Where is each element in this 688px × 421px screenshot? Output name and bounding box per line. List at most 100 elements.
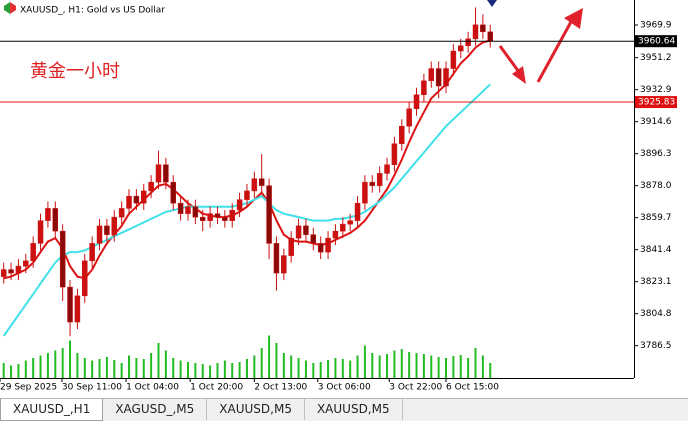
tab-bar: XAUUSD_,H1 XAGUSD_,M5 XAUUSD,M5 XAUUSD,M5 <box>0 398 688 421</box>
volume-bar <box>223 360 226 378</box>
candle-body <box>421 80 427 96</box>
candle-body <box>369 181 376 186</box>
y-tick-label: 3951.2 <box>640 53 672 63</box>
volume-bar <box>415 353 418 378</box>
volume-bar <box>253 355 256 378</box>
volume-bar <box>2 363 5 378</box>
candle-body <box>465 38 471 47</box>
candle-body <box>15 265 22 274</box>
x-tick-label: 6 Oct 15:00 <box>446 383 499 393</box>
tab[interactable]: XAUUSD,M5 <box>207 399 305 420</box>
candle-body <box>399 125 405 144</box>
volume-bar <box>179 360 182 378</box>
candle-body <box>192 206 199 218</box>
candle-body <box>362 181 368 204</box>
candle-body <box>155 164 162 183</box>
candle-body <box>222 216 228 221</box>
price-label: 3925.83 <box>638 98 675 108</box>
candle-body <box>295 225 302 239</box>
candle-body <box>133 195 140 204</box>
volume-bar <box>341 359 344 378</box>
volume-bar <box>10 365 13 378</box>
candle-body <box>82 260 88 297</box>
volume-bar <box>164 350 167 378</box>
y-tick-label: 3914.6 <box>640 117 672 127</box>
candle-body <box>96 225 103 244</box>
volume-bar <box>24 360 27 378</box>
candle-body <box>177 202 184 214</box>
y-tick-label: 3859.7 <box>640 213 672 223</box>
y-tick-label: 3786.5 <box>640 341 672 351</box>
price-label-box <box>635 96 677 109</box>
volume-bar <box>327 360 330 378</box>
volume-bar <box>113 360 116 378</box>
candle-body <box>37 220 44 244</box>
tab[interactable]: XAUUSD,M5 <box>305 399 403 420</box>
volume-bar <box>32 358 35 378</box>
volume-bar <box>319 362 322 378</box>
candle-body <box>435 68 442 87</box>
x-tick-label: 1 Oct 20:00 <box>190 383 243 393</box>
signal-marker <box>487 0 497 7</box>
candle-body <box>0 269 7 277</box>
symbol-icon <box>4 2 16 14</box>
tab[interactable]: XAUUSD_,H1 <box>0 399 104 421</box>
volume-bar <box>120 363 123 378</box>
volume-bar <box>408 352 411 378</box>
volume-bar <box>400 349 403 378</box>
volume-bar <box>194 363 197 378</box>
volume-bar <box>172 358 175 378</box>
volume-bar <box>452 356 455 378</box>
volume-bar <box>61 348 64 378</box>
candle-body <box>266 185 272 244</box>
volume-bar <box>46 353 49 378</box>
candle-body <box>30 243 36 262</box>
volume-bar <box>481 355 484 378</box>
volume-bar <box>54 350 57 378</box>
candle-body <box>288 237 294 256</box>
y-tick-label: 3969.9 <box>640 21 672 31</box>
volume-bar <box>76 353 79 378</box>
candle-body <box>480 24 486 33</box>
candle-body <box>281 255 287 274</box>
x-tick-label: 30 Sep 11:00 <box>62 383 122 393</box>
candle-body <box>229 209 235 221</box>
candle-body <box>258 178 265 186</box>
y-tick-label: 3896.3 <box>640 149 672 159</box>
tab[interactable]: XAGUSD_,M5 <box>103 399 208 420</box>
chart-title: XAUUSD_, H1: Gold vs US Dollar <box>20 6 165 16</box>
x-tick-label: 3 Oct 22:00 <box>389 383 442 393</box>
candle-body <box>118 208 125 218</box>
volume-bar <box>135 358 138 378</box>
candle-body <box>428 68 435 82</box>
candle-body <box>384 164 390 174</box>
candle-body <box>310 234 317 244</box>
volume-bar <box>39 355 42 378</box>
candle-body <box>207 213 213 221</box>
volume-bar <box>297 358 300 378</box>
volume-bar <box>105 357 108 378</box>
volume-bar <box>83 358 86 378</box>
price-label: 3960.64 <box>638 37 675 47</box>
candle-body <box>450 50 457 69</box>
volume-bar <box>474 348 477 378</box>
volume-bar <box>17 364 20 378</box>
candle-body <box>317 243 324 253</box>
volume-bar <box>275 343 278 378</box>
volume-bar <box>393 350 396 378</box>
candle-body <box>472 24 479 40</box>
candle-body <box>89 243 95 262</box>
candle-body <box>443 68 449 87</box>
volume-bar <box>260 348 263 378</box>
candle-body <box>148 181 154 192</box>
candle-body <box>74 295 81 323</box>
volume-bar <box>386 354 389 378</box>
volume-bar <box>445 358 448 378</box>
candle-body <box>332 230 339 239</box>
volume-bar <box>422 354 425 378</box>
candle-body <box>458 45 464 52</box>
candle-body <box>67 286 73 323</box>
volume-bar <box>69 340 72 378</box>
candle-body <box>251 178 258 192</box>
